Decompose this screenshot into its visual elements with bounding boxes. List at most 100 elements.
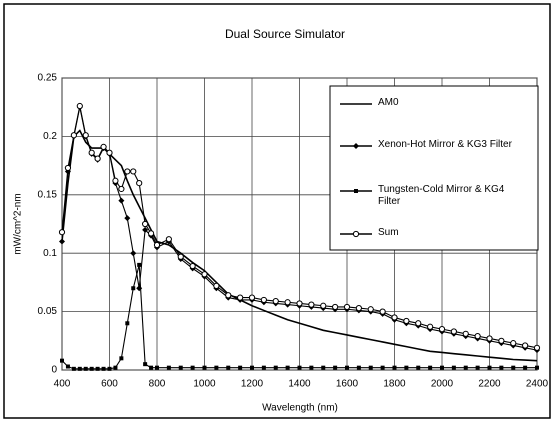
legend-label-box: Sum: [378, 227, 399, 238]
point: [248, 294, 256, 301]
point: [225, 292, 232, 299]
point: [118, 185, 125, 193]
legend-marker: [352, 230, 360, 238]
point: [238, 365, 243, 370]
point: [486, 335, 493, 342]
point: [475, 365, 480, 370]
point: [355, 304, 362, 312]
point: [142, 220, 149, 228]
x-tick-label: 1600: [336, 379, 359, 390]
point: [415, 320, 422, 327]
point: [309, 365, 314, 370]
point: [226, 365, 231, 370]
x-axis-label: Wavelength (nm): [262, 403, 338, 414]
point: [523, 365, 528, 370]
point: [213, 282, 220, 290]
y-tick-label: 0.25: [38, 73, 58, 84]
point: [58, 229, 66, 236]
point: [427, 323, 434, 330]
point: [137, 262, 142, 267]
point: [272, 297, 279, 305]
point: [88, 149, 95, 156]
point: [379, 308, 386, 315]
point: [451, 365, 456, 370]
point: [94, 155, 101, 162]
point: [392, 365, 397, 370]
legend: [329, 85, 539, 251]
x-tick-label: 800: [149, 379, 166, 390]
point: [250, 365, 254, 370]
point: [285, 365, 290, 370]
x-tick-label: 600: [101, 379, 118, 390]
point: [70, 132, 77, 139]
legend-label-box: Xenon-Hot Mirror & KG3 Filter: [378, 139, 512, 150]
point: [284, 299, 291, 306]
x-tick-label: 2400: [526, 379, 549, 390]
point: [130, 168, 137, 175]
point: [201, 271, 208, 278]
chart-title: Dual Source Simulator: [225, 27, 345, 41]
point: [165, 236, 172, 243]
point: [533, 344, 541, 351]
x-tick-label: 2000: [431, 379, 454, 390]
legend-label: Tungsten-Cold Mirror & KG4 Filter: [378, 184, 505, 207]
point: [391, 314, 398, 321]
legend-label: AM0: [378, 97, 399, 108]
legend-label: Sum: [378, 227, 399, 238]
point: [261, 365, 266, 370]
point: [345, 365, 349, 370]
point: [403, 317, 410, 325]
point: [149, 365, 154, 370]
point: [100, 143, 107, 151]
point: [332, 303, 339, 311]
point: [60, 358, 64, 363]
point: [166, 365, 171, 370]
point: [320, 302, 327, 309]
y-axis-label: mW/cm^2-nm: [13, 193, 24, 254]
point: [124, 215, 131, 222]
point: [101, 366, 106, 371]
point: [119, 356, 124, 361]
point: [487, 365, 492, 370]
point: [522, 342, 529, 349]
point: [77, 366, 82, 371]
point: [83, 366, 88, 371]
point: [142, 226, 149, 233]
point: [177, 253, 184, 260]
point: [136, 180, 143, 187]
point: [368, 365, 373, 370]
x-tick-label: 400: [54, 379, 71, 390]
point: [511, 365, 516, 370]
x-tick-label: 1800: [383, 379, 406, 390]
point: [428, 365, 433, 370]
point: [343, 303, 351, 311]
y-tick-label: 0.05: [38, 306, 58, 317]
point: [474, 333, 481, 340]
point: [214, 365, 219, 370]
point: [308, 301, 315, 308]
point: [321, 365, 326, 370]
point: [89, 366, 94, 371]
point: [107, 366, 112, 371]
point: [297, 365, 302, 370]
point: [143, 362, 148, 367]
point: [153, 241, 161, 249]
point: [356, 365, 361, 370]
point: [59, 238, 65, 245]
point: [450, 328, 457, 335]
point: [64, 164, 72, 172]
point: [106, 149, 113, 156]
point: [147, 230, 155, 237]
point: [367, 306, 374, 313]
point: [76, 102, 83, 110]
y-tick-label: 0.1: [43, 248, 57, 259]
point: [112, 177, 119, 184]
point: [202, 365, 207, 370]
x-tick-label: 1000: [193, 379, 216, 390]
point: [178, 365, 183, 370]
point: [155, 365, 159, 370]
point: [260, 296, 267, 304]
point: [189, 262, 196, 270]
legend-marker: [354, 189, 358, 193]
y-tick-label: 0.15: [38, 189, 58, 200]
